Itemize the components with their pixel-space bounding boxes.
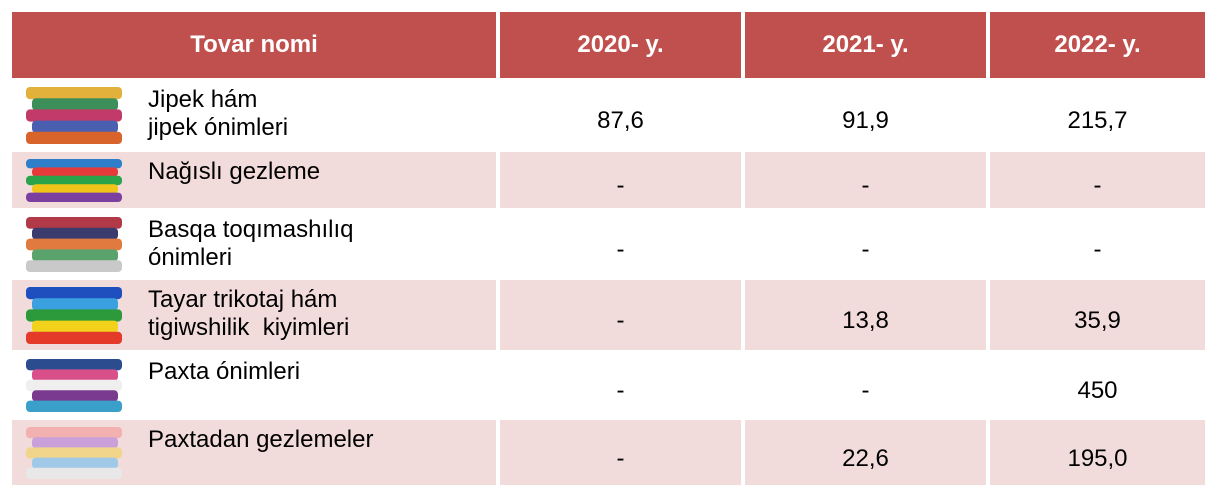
product-name: Basqa toqımashılıq (148, 216, 354, 243)
value-cell: - (1093, 236, 1102, 263)
value-cell: 450 (1077, 377, 1118, 404)
image-stripe (26, 359, 122, 371)
image-stripe (26, 87, 122, 100)
image-stripe (26, 238, 122, 251)
image-stripe (26, 260, 122, 272)
table-row: Jipek hám jipek ónimleri 87,6 91,9 215,7 (12, 80, 1205, 150)
image-stripe (32, 320, 118, 333)
table-row: Basqa toqımashılıq ónimleri - - - (12, 210, 1205, 278)
image-stripe (32, 437, 118, 449)
header-cell: Tovar nomi (12, 12, 496, 78)
image-stripe (26, 467, 122, 479)
table-row: Nağıslı gezleme - - - (12, 152, 1205, 208)
header-cell: 2022- y. (990, 12, 1205, 78)
value-cell: - (500, 280, 741, 350)
image-stripe (26, 287, 122, 300)
value-cell: - (990, 152, 1205, 208)
header-cell: 2020- y. (500, 12, 741, 78)
value-cell: 215,7 (1067, 107, 1128, 134)
value-cell: 22,6 (745, 420, 986, 485)
product-name: Paxta ónimleri (148, 358, 301, 385)
header-cell: 2021- y. (745, 12, 986, 78)
value-cell: 195,0 (990, 420, 1205, 485)
product-name: tigiwshilik kiyimleri (148, 314, 350, 341)
value-cell: - (861, 236, 870, 263)
image-stripe (26, 379, 122, 392)
image-stripe (26, 309, 122, 322)
image-stripe (26, 447, 122, 459)
image-stripe (32, 227, 118, 240)
value-cell: 13,8 (745, 280, 986, 350)
product-image (26, 87, 122, 144)
image-stripe (26, 192, 122, 202)
product-image (26, 359, 122, 412)
image-stripe (26, 175, 122, 186)
value-cell: - (616, 236, 625, 263)
product-name: jipek ónimleri (148, 114, 289, 141)
image-stripe (26, 400, 122, 412)
image-stripe (32, 249, 118, 262)
product-name: ónimleri (148, 244, 233, 271)
image-stripe (26, 159, 122, 169)
value-cell: - (616, 377, 625, 404)
image-stripe (32, 298, 118, 311)
value-cell: - (861, 377, 870, 404)
product-image (26, 159, 122, 202)
name-cell: Basqa toqımashılıq ónimleri (12, 210, 496, 278)
product-name: Paxtadan gezlemeler (148, 426, 374, 453)
image-stripe (26, 427, 122, 439)
product-image (26, 287, 122, 344)
product-image (26, 427, 122, 479)
table-row: Paxtadan gezlemeler -22,6 195,0 (12, 420, 1205, 485)
value-cell: 87,6 (597, 107, 644, 134)
product-name: Tayar trikotaj hám (148, 286, 338, 313)
name-cell: Paxta ónimleri (12, 352, 496, 418)
image-stripe (32, 184, 118, 194)
image-stripe (32, 120, 118, 133)
value-cell: 91,9 (842, 107, 889, 134)
product-name: Jipek hám (148, 86, 258, 113)
name-cell: Jipek hám jipek ónimleri (12, 80, 496, 150)
image-stripe (26, 217, 122, 229)
image-stripe (32, 390, 118, 402)
image-stripe (32, 457, 118, 469)
image-stripe (32, 167, 118, 177)
value-cell: 35,9 (990, 280, 1205, 350)
product-image (26, 217, 122, 272)
image-stripe (26, 131, 122, 144)
image-stripe (26, 109, 122, 122)
product-name: Nağıslı gezleme (148, 158, 321, 185)
table-row: Tayar trikotaj hám tigiwshilik kiyimleri -… (12, 280, 1205, 350)
image-stripe (32, 369, 118, 381)
table-row: Paxta ónimleri - - 450 (12, 352, 1205, 418)
value-cell: - (745, 152, 986, 208)
value-cell: - (500, 420, 741, 485)
image-stripe (32, 98, 118, 111)
value-cell: - (500, 152, 741, 208)
image-stripe (26, 331, 122, 344)
